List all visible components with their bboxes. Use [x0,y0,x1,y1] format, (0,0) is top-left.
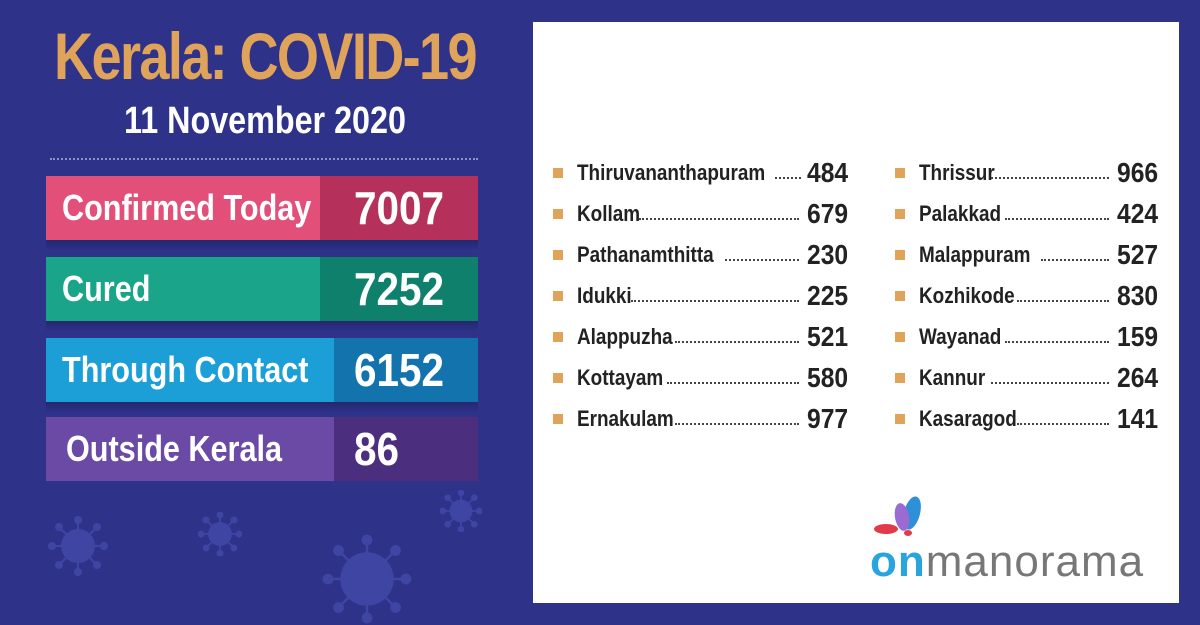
district-name: Thrissur [919,160,995,185]
stat-value: 7252 [320,257,478,321]
district-name: Idukki [577,283,632,308]
list-item: Kasaragod 141 [895,401,1185,442]
list-item: Thiruvananthapuram 484 [553,155,848,196]
list-item: Kottayam 580 [553,360,848,401]
stat-value: 7007 [320,176,478,240]
stat-value: 6152 [334,338,478,402]
district-name: Malappuram [919,242,1031,267]
district-count: 830 [1117,280,1159,311]
dot-leader [667,382,799,384]
district-list-left: Thiruvananthapuram 484 Kollam 679 Pathan… [553,155,848,442]
district-name: Ernakulam [577,406,674,431]
list-item: Ernakulam 977 [553,401,848,442]
stat-label: Through Contact [46,338,334,402]
dot-leader [1005,341,1109,343]
list-item: Kozhikode 830 [895,278,1185,319]
district-count: 225 [807,280,849,311]
list-item: Kannur 264 [895,360,1185,401]
bullet-icon [553,373,563,383]
district-name: Pathanamthitta [577,242,714,267]
bullet-icon [553,332,563,342]
dot-leader [1041,259,1109,261]
dot-leader [1005,218,1109,220]
bullet-icon [895,168,905,178]
district-name: Kasaragod [919,406,1017,431]
virus-icon [48,516,108,576]
logo-wordmark: onmanorama [870,537,1145,586]
district-panel [533,22,1179,603]
bullet-icon [553,414,563,424]
page-title: Kerala: COVID-19 [54,19,478,93]
dot-leader [725,259,799,261]
bullet-icon [553,291,563,301]
dot-leader [1017,423,1109,425]
virus-icon [198,512,242,556]
bullet-icon [553,168,563,178]
district-name: Kollam [577,201,641,226]
district-count: 966 [1117,157,1159,188]
dot-leader [675,423,799,425]
butterfly-logo-icon [874,496,921,536]
dot-leader [991,177,1109,179]
list-item: Palakkad 424 [895,196,1185,237]
district-name: Kottayam [577,365,664,390]
district-list-right: Thrissur 966 Palakkad 424 Malappuram 527… [895,155,1185,442]
district-count: 141 [1117,403,1159,434]
divider [50,158,478,160]
bullet-icon [895,414,905,424]
bullet-icon [553,209,563,219]
district-name: Kannur [919,365,986,390]
district-count: 521 [807,321,849,352]
district-name: Palakkad [919,201,1002,226]
stat-label: Confirmed Today [46,176,320,240]
dot-leader [991,382,1109,384]
list-item: Malappuram 527 [895,237,1185,278]
district-count: 424 [1117,198,1159,229]
district-count: 264 [1117,362,1159,393]
district-name: Wayanad [919,324,1002,349]
stat-confirmed-today: Confirmed Today 7007 [46,176,478,240]
bullet-icon [895,332,905,342]
district-count: 580 [807,362,849,393]
bullet-icon [895,250,905,260]
dot-leader [631,300,799,302]
district-count: 679 [807,198,849,229]
stat-cured: Cured 7252 [46,257,478,321]
dot-leader [639,218,799,220]
virus-icon [440,490,482,532]
list-item: Kollam 679 [553,196,848,237]
bar-shadow [46,321,478,331]
stat-label: Cured [46,257,320,321]
list-item: Thrissur 966 [895,155,1185,196]
bullet-icon [895,373,905,383]
bullet-icon [553,250,563,260]
report-date: 11 November 2020 [124,100,406,142]
district-count: 527 [1117,239,1159,270]
district-count: 977 [807,403,849,434]
district-count: 159 [1117,321,1159,352]
dot-leader [675,341,799,343]
district-name: Alappuzha [577,324,673,349]
stat-through-contact: Through Contact 6152 [46,338,478,402]
list-item: Alappuzha 521 [553,319,848,360]
stat-value: 86 [334,417,478,481]
bullet-icon [895,209,905,219]
bullet-icon [895,291,905,301]
list-item: Idukki 225 [553,278,848,319]
bar-shadow [46,240,478,250]
stat-label: Outside Kerala [46,417,334,481]
bar-shadow [46,402,478,412]
dot-leader [1017,300,1109,302]
district-count: 484 [807,157,849,188]
district-name: Thiruvananthapuram [577,160,766,185]
district-count: 230 [807,239,849,270]
dot-leader [775,177,801,179]
district-name: Kozhikode [919,283,1015,308]
virus-icon [322,534,412,624]
list-item: Wayanad 159 [895,319,1185,360]
stat-outside-kerala: Outside Kerala 86 [46,417,478,481]
list-item: Pathanamthitta 230 [553,237,848,278]
